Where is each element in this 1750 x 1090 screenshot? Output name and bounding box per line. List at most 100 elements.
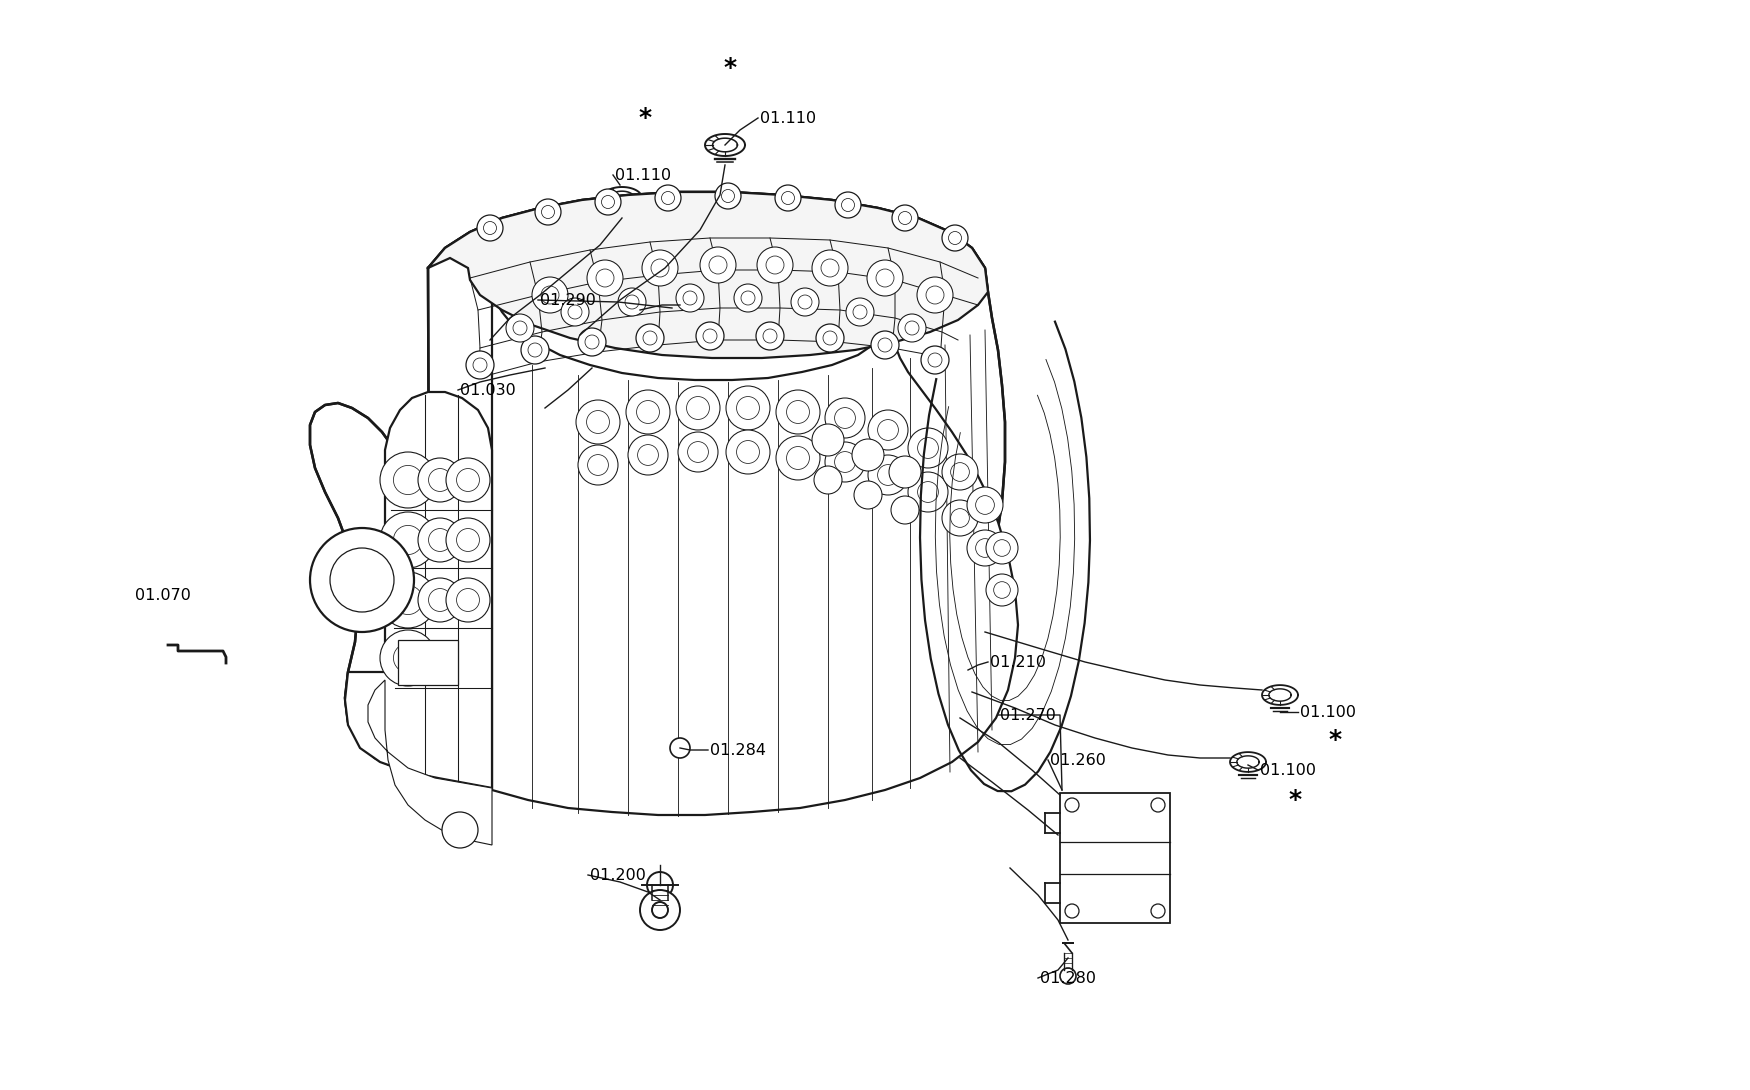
Text: 01.210: 01.210 bbox=[990, 654, 1046, 669]
Circle shape bbox=[640, 891, 681, 930]
Circle shape bbox=[457, 529, 480, 552]
Text: 01.280: 01.280 bbox=[1040, 970, 1096, 985]
Circle shape bbox=[446, 578, 490, 622]
Circle shape bbox=[674, 305, 688, 319]
Text: *: * bbox=[1328, 728, 1342, 752]
Circle shape bbox=[726, 386, 770, 429]
Circle shape bbox=[380, 630, 436, 686]
Circle shape bbox=[602, 195, 614, 208]
Circle shape bbox=[868, 410, 908, 450]
Text: 01.270: 01.270 bbox=[999, 707, 1055, 723]
Circle shape bbox=[528, 343, 542, 358]
Circle shape bbox=[822, 331, 836, 346]
Circle shape bbox=[670, 738, 690, 758]
Circle shape bbox=[878, 338, 892, 352]
Circle shape bbox=[949, 231, 961, 244]
Circle shape bbox=[569, 305, 583, 319]
Circle shape bbox=[786, 447, 810, 470]
Circle shape bbox=[654, 185, 681, 211]
Circle shape bbox=[642, 250, 677, 286]
Circle shape bbox=[541, 286, 558, 304]
Circle shape bbox=[845, 298, 873, 326]
Circle shape bbox=[985, 532, 1018, 564]
Circle shape bbox=[513, 320, 527, 335]
Circle shape bbox=[676, 284, 704, 312]
Circle shape bbox=[595, 189, 621, 215]
Text: 01.290: 01.290 bbox=[541, 292, 597, 307]
Text: 01.070: 01.070 bbox=[135, 588, 191, 603]
Circle shape bbox=[824, 398, 864, 438]
Circle shape bbox=[696, 322, 724, 350]
Circle shape bbox=[942, 225, 968, 251]
Circle shape bbox=[578, 328, 605, 356]
Circle shape bbox=[651, 259, 668, 277]
Circle shape bbox=[522, 336, 550, 364]
Circle shape bbox=[812, 424, 843, 456]
Polygon shape bbox=[429, 192, 989, 358]
Circle shape bbox=[716, 183, 740, 209]
Circle shape bbox=[928, 353, 942, 367]
Circle shape bbox=[418, 458, 462, 502]
Circle shape bbox=[877, 464, 898, 485]
Circle shape bbox=[816, 324, 843, 352]
Circle shape bbox=[1060, 968, 1076, 984]
Circle shape bbox=[473, 358, 487, 372]
Circle shape bbox=[726, 429, 770, 474]
Circle shape bbox=[877, 269, 894, 287]
Circle shape bbox=[429, 469, 452, 492]
Circle shape bbox=[898, 211, 912, 225]
Circle shape bbox=[578, 445, 618, 485]
Circle shape bbox=[331, 548, 394, 611]
Circle shape bbox=[648, 872, 674, 898]
Circle shape bbox=[380, 452, 436, 508]
Text: 01.260: 01.260 bbox=[1050, 752, 1106, 767]
Circle shape bbox=[625, 295, 639, 308]
Polygon shape bbox=[368, 680, 492, 845]
Circle shape bbox=[586, 261, 623, 296]
Circle shape bbox=[429, 529, 452, 552]
Circle shape bbox=[920, 346, 948, 374]
Circle shape bbox=[394, 585, 422, 615]
Circle shape bbox=[394, 465, 422, 495]
Circle shape bbox=[782, 192, 794, 205]
Circle shape bbox=[457, 469, 480, 492]
Circle shape bbox=[562, 298, 590, 326]
Circle shape bbox=[968, 530, 1003, 566]
Circle shape bbox=[628, 435, 668, 475]
Text: *: * bbox=[639, 106, 651, 130]
Circle shape bbox=[950, 509, 970, 528]
Text: 01.100: 01.100 bbox=[1300, 704, 1356, 719]
Circle shape bbox=[478, 215, 502, 241]
Circle shape bbox=[758, 247, 793, 283]
Circle shape bbox=[446, 518, 490, 562]
Circle shape bbox=[854, 481, 882, 509]
Circle shape bbox=[653, 903, 668, 918]
Circle shape bbox=[676, 386, 719, 429]
Circle shape bbox=[618, 288, 646, 316]
Circle shape bbox=[1152, 798, 1166, 812]
Circle shape bbox=[700, 247, 737, 283]
Polygon shape bbox=[492, 295, 1018, 815]
Circle shape bbox=[380, 512, 436, 568]
Circle shape bbox=[868, 455, 908, 495]
Circle shape bbox=[686, 397, 709, 420]
Circle shape bbox=[852, 439, 884, 471]
Circle shape bbox=[942, 500, 978, 536]
Circle shape bbox=[483, 221, 497, 234]
Circle shape bbox=[835, 408, 856, 428]
Circle shape bbox=[812, 250, 849, 286]
Circle shape bbox=[532, 277, 569, 313]
Circle shape bbox=[977, 496, 994, 514]
Circle shape bbox=[985, 574, 1018, 606]
Circle shape bbox=[418, 578, 462, 622]
Circle shape bbox=[905, 320, 919, 335]
Circle shape bbox=[1066, 798, 1080, 812]
Circle shape bbox=[635, 324, 663, 352]
Circle shape bbox=[637, 400, 660, 423]
Circle shape bbox=[506, 314, 534, 342]
Circle shape bbox=[791, 288, 819, 316]
Circle shape bbox=[626, 390, 670, 434]
Circle shape bbox=[466, 351, 493, 379]
Circle shape bbox=[917, 277, 954, 313]
Circle shape bbox=[721, 190, 735, 203]
